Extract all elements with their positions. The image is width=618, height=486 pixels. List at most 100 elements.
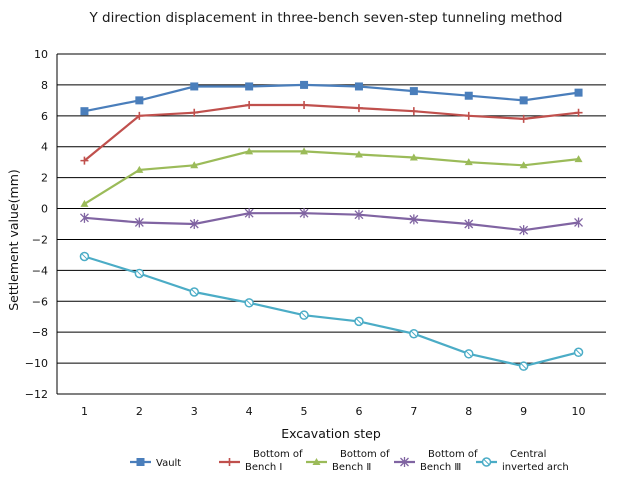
series-3-point: [464, 158, 473, 166]
series-2-point: [409, 107, 418, 116]
series-1-line: [84, 83, 579, 113]
series-4-point: [464, 219, 474, 229]
series-4-point: [244, 208, 254, 219]
x-axis-label: Excavation step: [281, 426, 381, 441]
x-axis-ticks: 1 2 3 4 5 6 7 8 9 10: [81, 405, 586, 418]
y-tick-label: −12: [25, 388, 48, 401]
series-5-point: [354, 316, 364, 327]
series-4-point: [409, 214, 419, 225]
x-tick-label: 10: [572, 405, 586, 418]
series-1-point: [245, 82, 254, 91]
series-5-point: [464, 349, 474, 359]
series-4-point: [134, 217, 144, 228]
y-axis-ticks: 10 8 6 4 2 0 −2 −4 −6 −8 −10 −12: [25, 48, 48, 401]
y-tick-label: −4: [32, 264, 48, 277]
series-4-point: [299, 208, 309, 219]
legend-item: Bottom of Bench Ⅰ: [219, 449, 303, 473]
series-2-point: [80, 156, 89, 165]
series-3-point: [135, 165, 144, 173]
y-tick-label: −2: [32, 233, 48, 246]
series-3-point: [354, 150, 363, 158]
legend-label: inverted arch: [502, 462, 569, 473]
x-tick-label: 1: [81, 405, 88, 418]
legend-swatch-marker: [312, 458, 321, 465]
series-2-point: [300, 101, 309, 109]
x-tick-label: 7: [410, 405, 417, 418]
x-tick-label: 2: [136, 405, 143, 418]
y-tick-label: −8: [32, 326, 48, 339]
plot-area: [57, 54, 606, 394]
series-1-point: [519, 96, 528, 105]
series-2-point: [519, 114, 528, 123]
y-tick-label: 4: [41, 141, 48, 154]
legend-label: Bench Ⅱ: [332, 462, 371, 473]
series-4-point: [519, 225, 529, 236]
y-axis-label: Settlement value(mm): [6, 169, 21, 311]
series-5-point: [409, 328, 419, 339]
series-5-point: [573, 347, 584, 358]
x-tick-label: 3: [191, 405, 198, 418]
series-1-point: [80, 107, 89, 116]
x-tick-label: 8: [465, 405, 472, 418]
series-2-point: [354, 104, 363, 113]
series-2-point: [245, 101, 254, 109]
series-3-point: [245, 147, 254, 155]
series-4-point: [354, 209, 364, 220]
legend-swatch-marker: [136, 458, 145, 466]
legend-label: Bench Ⅲ: [420, 462, 461, 473]
data-series: [79, 80, 584, 371]
y-tick-label: −6: [32, 295, 48, 308]
series-4-point: [79, 212, 89, 223]
series-1-point: [574, 88, 583, 97]
x-tick-label: 5: [301, 405, 308, 418]
series-5-point: [134, 268, 145, 279]
series-1-point: [300, 80, 309, 89]
series-1-point: [135, 96, 144, 105]
series-2-point: [574, 108, 583, 117]
series-1-point: [464, 91, 473, 100]
series-1-point: [190, 82, 199, 91]
legend-label: Vault: [156, 458, 181, 469]
series-1-point: [354, 82, 363, 91]
legend: Vault Bottom of Bench Ⅰ Bottom of Bench Ⅱ Bot…: [130, 449, 569, 473]
y-tick-label: 6: [41, 110, 48, 123]
series-2-point: [464, 111, 473, 120]
series-3-point: [190, 161, 199, 169]
legend-label: Central: [510, 449, 546, 460]
legend-label: Bench Ⅰ: [245, 462, 282, 473]
series-3-point: [409, 153, 418, 161]
legend-label: Bottom of: [340, 449, 390, 460]
legend-label: Bottom of: [428, 449, 478, 460]
series-4-point: [189, 219, 199, 229]
series-5-point: [244, 298, 254, 308]
series-1-point: [409, 87, 418, 96]
series-5-point: [299, 310, 309, 320]
y-tick-label: 2: [41, 172, 48, 185]
series-5-point: [189, 287, 199, 297]
legend-item: Bottom of Bench Ⅲ: [394, 449, 478, 473]
x-tick-label: 9: [520, 405, 527, 418]
series-3-point: [300, 147, 309, 155]
series-4-point: [574, 217, 584, 228]
legend-swatch-marker: [225, 458, 234, 466]
series-3-point: [519, 161, 528, 169]
legend-item: Central inverted arch: [476, 449, 569, 473]
y-tick-label: 10: [34, 48, 48, 61]
x-tick-label: 6: [355, 405, 362, 418]
series-3-point: [80, 199, 89, 207]
legend-swatch-marker: [481, 457, 492, 467]
series-2-point: [190, 108, 199, 117]
series-3-line: [83, 150, 579, 205]
y-tick-label: 0: [41, 203, 48, 216]
series-3-point: [574, 155, 583, 163]
x-tick-label: 4: [246, 405, 253, 418]
legend-swatch-marker: [400, 457, 409, 467]
series-4-line: [84, 212, 579, 232]
chart-title: Y direction displacement in three-bench …: [88, 10, 562, 26]
legend-label: Bottom of: [253, 449, 303, 460]
series-2-line: [83, 103, 579, 162]
legend-item: Vault: [130, 458, 181, 469]
y-tick-label: −10: [25, 357, 48, 370]
